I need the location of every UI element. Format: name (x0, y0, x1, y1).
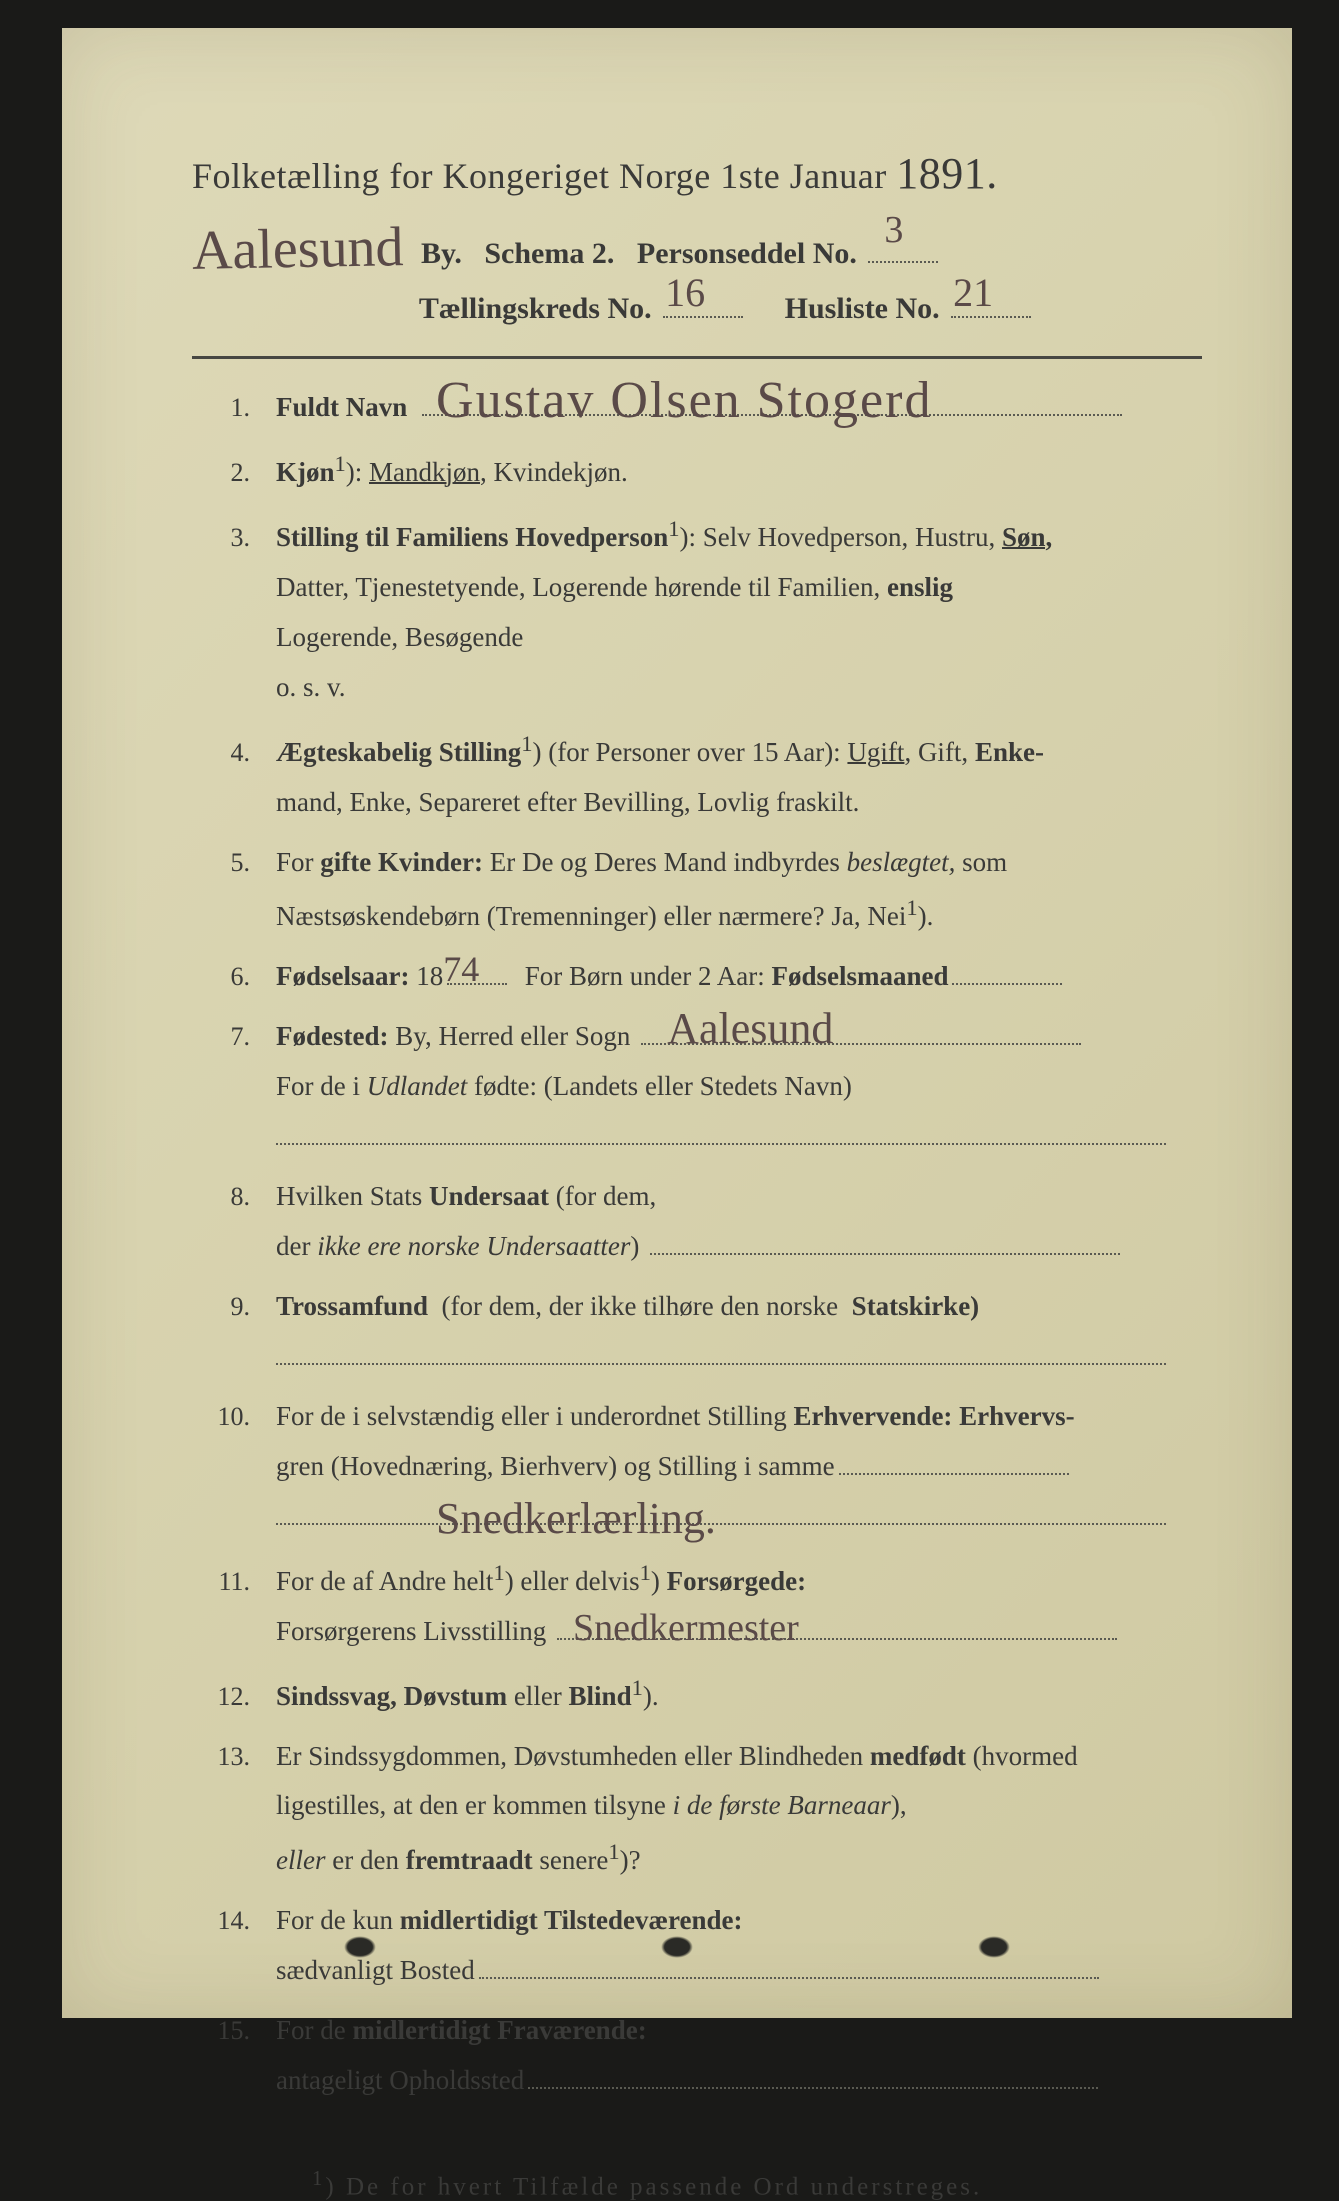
q5-l2: Næstsøskendebørn (Tremenninger) eller næ… (276, 887, 1202, 942)
q13-l2: ligestilles, at den er kommen tilsyne i … (276, 1781, 1202, 1831)
husliste-label: Husliste No. (785, 292, 940, 325)
q5-row: 5. For gifte Kvinder: Er De og Deres Man… (192, 838, 1202, 888)
q12-row: 12. Sindssvag, Døvstum eller Blind1). (192, 1667, 1202, 1722)
q9-num: 9. (192, 1283, 276, 1331)
q1-name-hw: Gustav Olsen Stogerd (436, 353, 932, 449)
q9-row: 9. Trossamfund (for dem, der ikke tilhør… (192, 1282, 1202, 1332)
hole-icon (344, 1936, 376, 1958)
q2-label: Kjøn (276, 457, 335, 487)
q15-row: 15. For de midlertidigt Fraværende: (192, 2006, 1202, 2056)
title-text: Folketælling for Kongeriget Norge 1ste J… (192, 156, 887, 196)
q15-l2: antageligt Opholdssted (276, 2056, 1202, 2106)
q3-row: 3. Stilling til Familiens Hovedperson1):… (192, 508, 1202, 563)
q1-num: 1. (192, 384, 276, 432)
q8-num: 8. (192, 1173, 276, 1221)
q3-l2: Datter, Tjenestetyende, Logerende hørend… (276, 563, 1202, 613)
q2-opt1: Mandkjøn (369, 457, 480, 487)
q10-row: 10. For de i selvstændig eller i underor… (192, 1392, 1202, 1442)
q10-num: 10. (192, 1393, 276, 1441)
q9-label: Trossamfund (276, 1291, 428, 1321)
q6-year-hw: 74 (443, 936, 479, 1003)
census-form-page: Folketælling for Kongeriget Norge 1ste J… (62, 28, 1292, 2018)
q7-num: 7. (192, 1013, 276, 1061)
kreds-label: Tællingskreds No. (419, 292, 652, 325)
q13-num: 13. (192, 1733, 276, 1781)
q3-num: 3. (192, 514, 276, 562)
q4-label: Ægteskabelig Stilling (276, 737, 521, 767)
q4-num: 4. (192, 729, 276, 777)
title-year: 1891. (896, 149, 998, 198)
q6-label: Fødselsaar: (276, 961, 409, 991)
q15-num: 15. (192, 2007, 276, 2055)
personseddel-label: Personseddel No. (637, 237, 857, 270)
q10-occ-hw: Snedkerlærling. (436, 1478, 716, 1559)
q6-num: 6. (192, 953, 276, 1001)
q11-prov-hw: Snedkermester (573, 1593, 799, 1663)
q4-row: 4. Ægteskabelig Stilling1) (for Personer… (192, 723, 1202, 778)
q4-ugift: Ugift (847, 737, 904, 767)
q2-num: 2. (192, 449, 276, 497)
footnote: 1) De for hvert Tilfælde passende Ord un… (192, 2166, 1202, 2201)
husliste-no-hw: 21 (953, 269, 993, 316)
q2-row: 2. Kjøn1): Mandkjøn, Kvindekjøn. (192, 443, 1202, 498)
q3-t1: Selv Hovedperson, Hustru, (703, 522, 995, 552)
hole-icon (661, 1936, 693, 1958)
q13-row: 13. Er Sindssygdommen, Døvstumheden elle… (192, 1732, 1202, 1782)
form-body: 1. Fuldt Navn Gustav Olsen Stogerd 2. Kj… (192, 383, 1202, 2106)
q7-label: Fødested: (276, 1021, 388, 1051)
q3-l4: o. s. v. (276, 663, 1202, 713)
city-handwritten: Aalesund (191, 215, 404, 283)
kreds-no-hw: 16 (665, 269, 705, 316)
kreds-line: Tællingskreds No. 16 Husliste No. 21 (192, 291, 1202, 326)
binding-holes (62, 1936, 1292, 1958)
q12-num: 12. (192, 1673, 276, 1721)
schema-line: Aalesund By. Schema 2. Personseddel No. … (192, 213, 1202, 277)
q4-l2: mand, Enke, Separeret efter Bevilling, L… (276, 778, 1202, 828)
q8-l2: der ikke ere norske Undersaatter) (276, 1222, 1202, 1272)
q11-num: 11. (192, 1558, 276, 1606)
q1-label: Fuldt Navn (276, 392, 407, 422)
q7-row: 7. Fødested: By, Herred eller Sogn Aales… (192, 1012, 1202, 1062)
schema-label: Schema 2. (484, 237, 614, 270)
q5-num: 5. (192, 839, 276, 887)
q3-l3: Logerende, Besøgende (276, 613, 1202, 663)
title-line: Folketælling for Kongeriget Norge 1ste J… (192, 148, 1202, 199)
q3-label: Stilling til Familiens Hovedperson (276, 522, 668, 552)
q2-opt2: Kvindekjøn. (494, 457, 628, 487)
q13-l3: eller er den fremtraadt senere1)? (276, 1831, 1202, 1886)
q7-l2: For de i Udlandet fødte: (Landets eller … (276, 1062, 1202, 1112)
q3-t1b: Søn, (1002, 522, 1052, 552)
q11-l2: Forsørgerens Livsstilling Snedkermester (276, 1607, 1202, 1657)
hole-icon (978, 1936, 1010, 1958)
personseddel-no-hw: 3 (884, 208, 903, 252)
q8-row: 8. Hvilken Stats Undersaat (for dem, (192, 1172, 1202, 1222)
q7-place-hw: Aalesund (667, 988, 833, 1069)
q10-l2: gren (Hovednæring, Bierhverv) og Stillin… (276, 1442, 1202, 1492)
by-label: By. (421, 237, 462, 270)
q1-row: 1. Fuldt Navn Gustav Olsen Stogerd (192, 383, 1202, 433)
